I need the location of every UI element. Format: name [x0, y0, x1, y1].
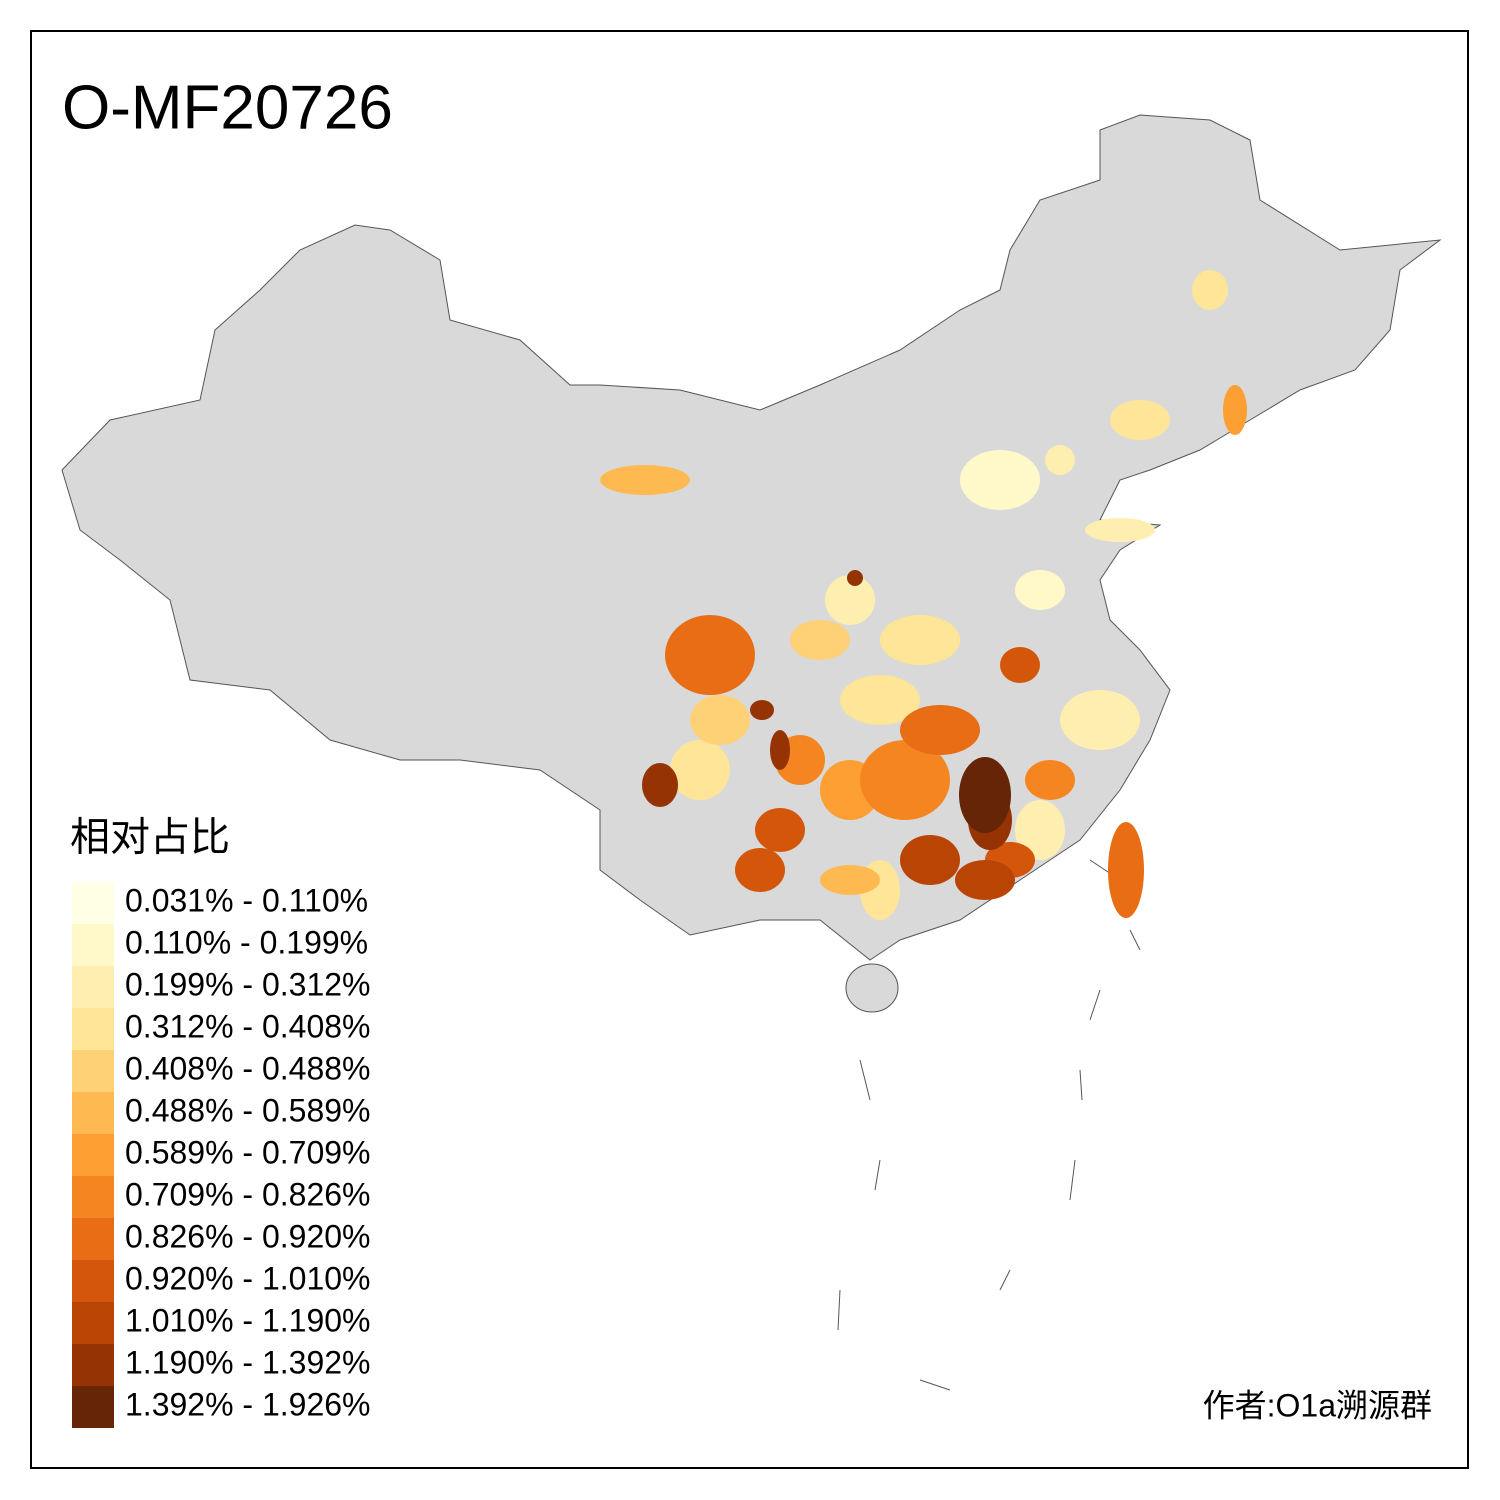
region	[755, 808, 805, 852]
region	[1223, 385, 1247, 435]
region	[665, 615, 755, 695]
legend-swatch	[72, 1092, 114, 1134]
legend-title: 相对占比	[70, 816, 230, 860]
region	[642, 763, 678, 807]
region	[1110, 400, 1170, 440]
region	[1025, 760, 1075, 800]
legend-label: 0.110% - 0.199%	[125, 924, 368, 960]
region	[1085, 518, 1155, 542]
region	[900, 835, 960, 885]
region	[959, 757, 1011, 833]
legend-label: 0.589% - 0.709%	[125, 1134, 371, 1170]
legend-swatch	[72, 1344, 114, 1386]
legend-label: 0.312% - 0.408%	[125, 1008, 371, 1044]
region	[1045, 445, 1075, 475]
region	[1108, 822, 1144, 918]
region	[847, 570, 863, 586]
region	[770, 730, 790, 770]
credit: 作者:O1a溯源群	[1203, 1387, 1432, 1423]
legend-swatch	[72, 882, 114, 924]
region	[750, 700, 774, 720]
legend-label: 0.488% - 0.589%	[125, 1092, 371, 1128]
region	[690, 695, 750, 745]
region	[1000, 647, 1040, 683]
frame	[30, 30, 1469, 1469]
island-lines	[837, 859, 1141, 1391]
legend-label: 0.408% - 0.488%	[125, 1050, 371, 1086]
legend-label: 0.826% - 0.920%	[125, 1218, 371, 1254]
region	[735, 848, 785, 892]
region	[820, 865, 880, 895]
legend-swatch	[72, 1134, 114, 1176]
legend-swatch	[72, 1176, 114, 1218]
legend-label: 1.190% - 1.392%	[125, 1344, 371, 1380]
legend-label: 0.920% - 1.010%	[125, 1260, 371, 1296]
legend-swatch	[72, 924, 114, 966]
region	[670, 740, 730, 800]
legend-swatch	[72, 1386, 114, 1428]
legend-swatch	[72, 1008, 114, 1050]
region	[860, 740, 950, 820]
legend-swatch	[72, 1302, 114, 1344]
regions	[600, 270, 1247, 920]
legend-swatch	[72, 1260, 114, 1302]
legend-label: 1.010% - 1.190%	[125, 1302, 371, 1338]
legend: 0.031% - 0.110% 0.110% - 0.199% 0.199% - 0…	[72, 882, 371, 1428]
legend-label: 0.031% - 0.110%	[125, 882, 368, 918]
map-title: O-MF20726	[62, 73, 393, 142]
region	[825, 575, 875, 625]
legend-swatch	[72, 966, 114, 1008]
region	[1192, 270, 1228, 310]
region	[790, 620, 850, 660]
legend-label: 1.392% - 1.926%	[125, 1386, 371, 1422]
region	[600, 465, 690, 495]
legend-label: 0.199% - 0.312%	[125, 966, 371, 1002]
region	[1015, 800, 1065, 860]
region	[900, 705, 980, 755]
legend-swatch	[72, 1050, 114, 1092]
region	[1060, 690, 1140, 750]
region	[880, 615, 960, 665]
island	[845, 963, 899, 1013]
region	[955, 860, 1015, 900]
region	[840, 675, 920, 725]
region	[960, 450, 1040, 510]
legend-swatch	[72, 1218, 114, 1260]
legend-label: 0.709% - 0.826%	[125, 1176, 371, 1212]
region	[1015, 570, 1065, 610]
